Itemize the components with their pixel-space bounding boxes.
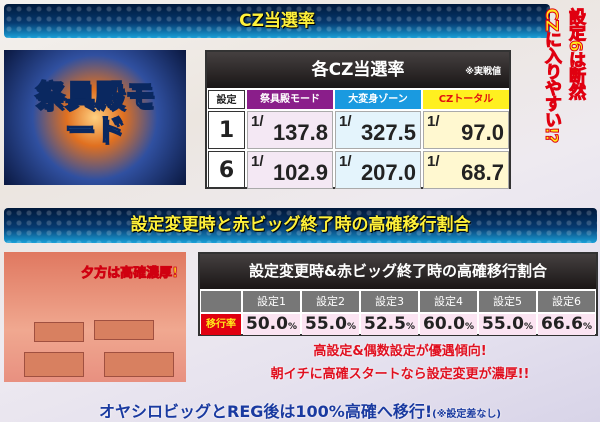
rate-value: 207.0 [360,160,416,185]
rate-cell: 1/137.8 [247,111,333,149]
setting-cell: 1 [208,111,245,149]
cz-rate-banner: CZ当選率 [4,4,550,38]
fraction-prefix: 1/ [339,153,352,170]
rate-cell: 1/68.7 [423,151,509,189]
footer-note: (※設定差なし) [432,409,501,420]
note-line-1: 高設定&偶数設定が優遇傾向! [313,344,487,359]
table-title: 設定変更時&赤ビッグ終了時の高確移行割合 [200,254,596,289]
fraction-prefix: 1/ [251,153,264,170]
saiguden-mode-image: 祭具殿モード [4,50,186,185]
row-label: 移行率 [201,314,241,335]
rate-cell: 52.5% [361,314,418,335]
rate-cell: 1/207.0 [335,151,421,189]
header-setting-5: 設定5 [479,291,536,312]
header-saiguden: 祭具殿モード [247,90,333,109]
image-caption: 夕方は高確濃厚! [81,266,179,282]
rate-cell: 55.0% [302,314,359,335]
setting-cell: 6 [208,151,245,189]
header-setting-6: 設定6 [538,291,595,312]
table-title: 各CZ当選率 [207,52,509,88]
header-setting-2: 設定2 [302,291,359,312]
rate-cell: 50.0% [243,314,300,335]
rate-value: 102.9 [272,160,328,185]
header-setting-1: 設定1 [243,291,300,312]
image-caption: 祭具殿モード [34,79,156,149]
high-prob-banner: 設定変更時と赤ビッグ終了時の高確移行割合 [4,208,597,243]
cz-rate-table: 各CZ当選率 ※実戦値 設定 祭具殿モード 大変身ゾーン CZトータル 1 1/1… [205,50,511,189]
table-note: ※実戦値 [465,67,501,77]
footer-text: オヤシロビッグとREG後は100%高確へ移行!(※設定差なし) [99,402,501,421]
header-blank [201,291,241,312]
high-prob-table: 設定変更時&赤ビッグ終了時の高確移行割合 移行率 設定1 50.0% 設定2 55.0… [198,252,598,336]
fraction-prefix: 1/ [427,153,440,170]
rate-cell: 1/327.5 [335,111,421,149]
header-setting-4: 設定4 [420,291,477,312]
classroom-image: 夕方は高確濃厚! [4,252,186,382]
rate-cell: 66.6% [538,314,595,335]
header-setting: 設定 [208,90,245,109]
note-line-2: 朝イチに高確スタートなら設定変更が濃厚!! [270,367,530,382]
fraction-prefix: 1/ [427,113,440,130]
callout-setting6: 設定6は断然 [565,8,586,100]
rate-value: 97.0 [461,120,504,145]
fraction-prefix: 1/ [339,113,352,130]
rate-value: 137.8 [272,120,328,145]
rate-cell: 60.0% [420,314,477,335]
rate-value: 327.5 [360,120,416,145]
rate-cell: 1/97.0 [423,111,509,149]
header-setting-3: 設定3 [361,291,418,312]
fraction-prefix: 1/ [251,113,264,130]
rate-cell: 1/102.9 [247,151,333,189]
header-cz-total: CZトータル [423,90,509,109]
header-daihenshin: 大変身ゾーン [335,90,421,109]
rate-cell: 55.0% [479,314,536,335]
callout-cz-easy: CZに入りやすい!? [541,7,562,143]
rate-value: 68.7 [461,160,504,185]
